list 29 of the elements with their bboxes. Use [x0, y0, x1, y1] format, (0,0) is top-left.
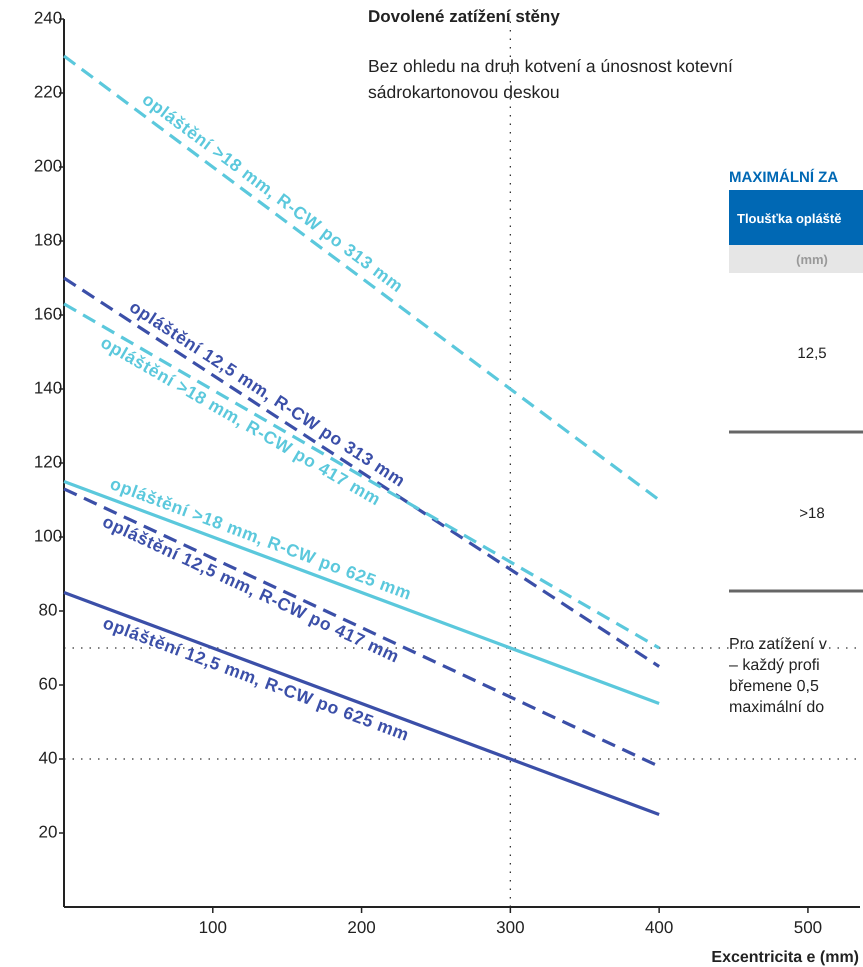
y-tick-label: 80 — [38, 600, 58, 620]
annotation: břemene 0,5 — [729, 678, 819, 695]
annotation: – každý profi — [729, 657, 820, 674]
x-axis-title: Excentricita e (mm) — [711, 949, 859, 966]
x-tick-label: 400 — [644, 918, 674, 937]
y-tick-label: 120 — [34, 452, 62, 472]
x-tick-label: 100 — [198, 918, 227, 937]
y-tick-label: 220 — [34, 82, 62, 102]
annotation: maximální do — [729, 699, 824, 716]
y-tick-label: 200 — [34, 156, 62, 176]
annotation: Tloušťka opláště — [737, 211, 842, 226]
y-tick-label: 60 — [38, 674, 58, 694]
annotation: (mm) — [796, 252, 828, 267]
annotation: MAXIMÁLNÍ ZA — [729, 168, 838, 186]
y-tick-label: 160 — [34, 304, 62, 324]
chart-title: Dovolené zatížení stěny — [368, 7, 560, 26]
x-tick-label: 200 — [347, 918, 376, 937]
x-tick-label: 500 — [794, 918, 822, 937]
y-tick-label: 180 — [34, 230, 62, 250]
x-tick-label: 300 — [496, 918, 525, 937]
annotation: >18 — [799, 505, 825, 522]
annotation: Pro zatížení v — [729, 636, 827, 653]
text: Bez ohledu na druh kotvení a únosnost kotevní sádrokartonovou deskou — [368, 56, 733, 102]
y-tick-label: 40 — [38, 748, 58, 768]
y-tick-label: 20 — [38, 822, 58, 842]
y-tick-label: 140 — [34, 378, 62, 398]
annotation: 12,5 — [797, 345, 827, 362]
y-tick-label: 100 — [34, 526, 62, 546]
y-tick-label: 240 — [34, 8, 62, 28]
